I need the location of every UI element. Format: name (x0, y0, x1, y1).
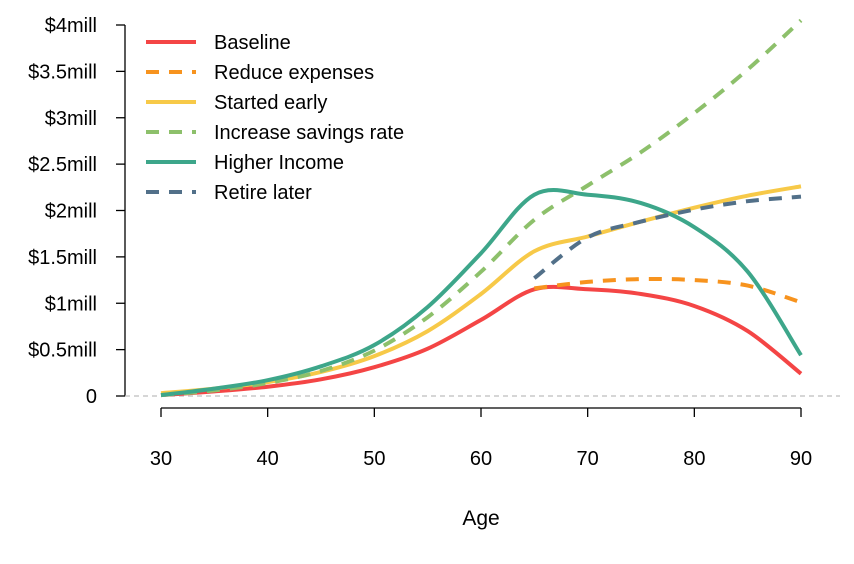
x-tick-label: 30 (150, 448, 172, 470)
y-tick-label: $3mill (45, 108, 97, 130)
y-tick-label: $1mill (45, 293, 97, 315)
legend-label-baseline: Baseline (214, 32, 291, 54)
x-tick-label: 40 (257, 448, 279, 470)
y-tick-label: 0 (86, 386, 97, 408)
series-line-started-early (160, 184, 802, 396)
x-tick-label: 60 (470, 448, 492, 470)
y-tick-label: $3.5mill (28, 61, 97, 83)
legend-label-retire-later: Retire later (214, 182, 312, 204)
x-axis-title: Age (462, 507, 499, 530)
series-line-baseline (160, 284, 803, 398)
legend-label-higher-income: Higher Income (214, 152, 344, 174)
series-line-retire-later (533, 194, 802, 280)
x-ticks: 30 40 50 60 70 80 90 (150, 408, 812, 470)
y-tick-label: $2.5mill (28, 154, 97, 176)
x-tick-label: 80 (683, 448, 705, 470)
x-tick-label: 50 (363, 448, 385, 470)
legend-label-started-early: Started early (214, 92, 327, 114)
legend-label-reduce-expenses: Reduce expenses (214, 62, 374, 84)
y-tick-label: $2mill (45, 201, 97, 223)
legend: Baseline Reduce expenses Started early Incr… (146, 32, 404, 204)
series-line-reduce-expenses (534, 276, 802, 305)
series-line-increase-savings-rate (160, 18, 803, 398)
y-tick-label: $1.5mill (28, 247, 97, 269)
legend-label-increase-savings-rate: Increase savings rate (214, 122, 404, 144)
y-ticks: 0 $0.5mill $1mill $1.5mill $2mill $2.5mill $3m… (28, 15, 125, 408)
series-line-higher-income (160, 188, 803, 398)
y-tick-label: $4mill (45, 15, 97, 37)
y-tick-label: $0.5mill (28, 340, 97, 362)
x-tick-label: 90 (790, 448, 812, 470)
series-lines (160, 18, 803, 398)
x-tick-label: 70 (577, 448, 599, 470)
